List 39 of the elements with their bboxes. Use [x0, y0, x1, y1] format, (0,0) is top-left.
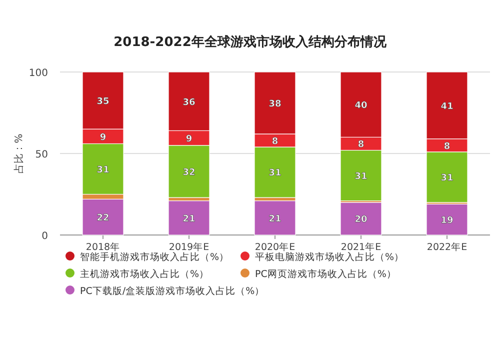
data-label: 8 — [444, 142, 450, 152]
legend-label: PC下载版/盒装版游戏市场收入占比（%） — [80, 285, 265, 297]
data-label: 8 — [358, 140, 364, 150]
data-label: 31 — [268, 168, 282, 179]
data-label: 32 — [182, 168, 196, 178]
x-tick-label: 2022年E — [426, 241, 468, 253]
bar — [426, 204, 468, 236]
data-label: 8 — [272, 136, 278, 147]
x-tick-label: 2019年E — [168, 241, 210, 253]
legend-label: 智能手机游戏市场收入占比（%） — [80, 251, 230, 263]
y-tick-label: 50 — [35, 150, 48, 160]
legend-label: 主机游戏市场收入占比（%） — [80, 268, 210, 280]
y-tick-label: 0 — [42, 231, 48, 242]
data-label: 31 — [96, 165, 110, 176]
x-tick-label: 2021年E — [340, 241, 382, 253]
data-label: 38 — [268, 99, 282, 110]
chart-title: 2018-2022年全球游戏市场收入结构分布情况 — [114, 34, 388, 50]
data-label: 19 — [440, 216, 454, 226]
data-label: 9 — [100, 132, 106, 143]
data-label: 36 — [182, 98, 196, 108]
data-label: 21 — [182, 214, 196, 224]
data-label: 31 — [354, 172, 368, 182]
x-tick-label: 2020年E — [254, 241, 296, 253]
bar — [254, 200, 296, 236]
data-label: 20 — [354, 215, 368, 226]
x-tick-label: 2018年 — [86, 241, 120, 253]
y-tick-label: 100 — [28, 68, 48, 79]
legend-label: 平板电脑游戏市场收入占比（%） — [255, 251, 404, 263]
data-label: 41 — [440, 102, 454, 112]
legend-label: PC网页游戏市场收入占比（%） — [255, 268, 396, 280]
data-label: 22 — [96, 214, 110, 224]
data-label: 40 — [354, 101, 368, 112]
data-label: 9 — [186, 134, 192, 145]
data-label: 31 — [440, 174, 454, 184]
data-label: 35 — [96, 97, 110, 108]
bar — [168, 200, 210, 236]
data-label: 21 — [268, 214, 282, 224]
y-axis-title: 占比：% — [13, 134, 25, 174]
bar — [82, 198, 124, 236]
